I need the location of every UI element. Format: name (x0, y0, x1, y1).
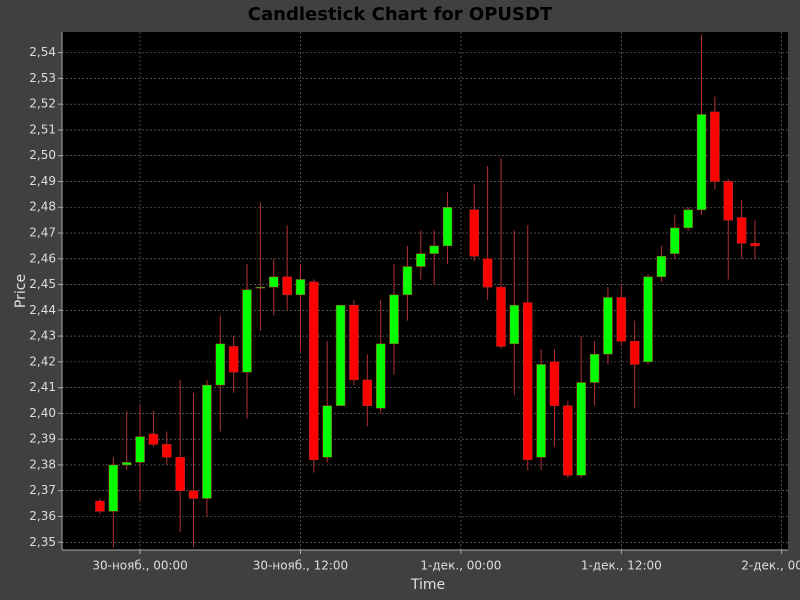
candle-body (108, 464, 119, 512)
candle-body (710, 111, 720, 182)
y-tick-label: 2,53 (29, 71, 56, 85)
candle-body (322, 405, 332, 458)
candle-body (563, 405, 573, 476)
y-tick-label: 2,41 (29, 380, 56, 394)
x-tick-label: 1-дек., 00:00 (420, 559, 501, 573)
candle-body (509, 304, 520, 345)
candle-body (442, 206, 453, 247)
y-tick-label: 2,45 (29, 277, 56, 291)
candle-body (268, 276, 279, 288)
y-tick-label: 2,49 (29, 174, 56, 188)
x-tick-label: 2-дек., 00:00 (741, 559, 800, 573)
candle-body (696, 114, 707, 211)
candle-body (750, 243, 760, 247)
candle-body (736, 217, 747, 244)
y-tick-label: 2,51 (29, 122, 56, 136)
x-tick-label: 30-нояб., 12:00 (253, 559, 348, 573)
candle-body (402, 266, 413, 296)
y-tick-label: 2,37 (29, 483, 56, 497)
x-axis-label: Time (410, 577, 445, 593)
y-tick-label: 2,50 (29, 148, 56, 162)
y-tick-label: 2,43 (29, 329, 56, 343)
y-tick-label: 2,46 (29, 251, 56, 265)
candle-body (416, 253, 426, 267)
candle-body (282, 276, 292, 296)
candle-body (148, 433, 159, 445)
candle-body (603, 297, 613, 355)
plot-area (62, 32, 788, 550)
candle-body (670, 227, 680, 254)
candle-body (309, 281, 319, 461)
candle-body (215, 343, 226, 386)
candle-body (643, 276, 653, 363)
y-tick-label: 2,48 (29, 200, 56, 214)
x-tick-label: 30-нояб., 00:00 (92, 559, 187, 573)
candle-body (683, 209, 693, 229)
y-tick-label: 2,52 (29, 97, 56, 111)
y-tick-label: 2,42 (29, 354, 56, 368)
y-tick-label: 2,36 (29, 509, 56, 523)
y-tick-label: 2,54 (29, 45, 56, 59)
candle-body (656, 255, 667, 278)
candle-body (95, 500, 105, 512)
candle-body (255, 286, 266, 289)
candle-body (536, 364, 546, 458)
y-tick-label: 2,47 (29, 226, 56, 240)
chart-title: Candlestick Chart for OPUSDT (248, 4, 553, 25)
candle-body (629, 341, 640, 365)
x-tick-label: 1-дек., 12:00 (581, 559, 662, 573)
candle-body (589, 353, 600, 383)
candle-body (349, 304, 359, 381)
y-tick-label: 2,39 (29, 432, 56, 446)
y-tick-label: 2,38 (29, 457, 56, 471)
candle-body (202, 384, 212, 499)
candle-body (429, 245, 439, 254)
candle-body (175, 456, 185, 491)
candle-body (295, 279, 306, 296)
candle-body (482, 258, 493, 288)
candle-body (469, 209, 480, 257)
candle-body (135, 436, 145, 463)
y-axis-label: Price (13, 274, 29, 308)
candle-body (616, 297, 627, 342)
candle-body (162, 444, 172, 458)
y-tick-label: 2,44 (29, 303, 56, 317)
candle-body (576, 382, 586, 476)
candle-body (362, 379, 373, 406)
candle-body (335, 304, 346, 406)
y-tick-label: 2,40 (29, 406, 56, 420)
candle-body (389, 294, 399, 345)
candle-body (496, 286, 506, 347)
candle-body (121, 462, 132, 466)
candle-body (549, 361, 560, 406)
candle-body (242, 289, 252, 373)
y-tick-label: 2,35 (29, 535, 56, 549)
candle-body (522, 302, 533, 461)
candle-body (188, 490, 199, 499)
candle-body (723, 181, 733, 221)
candle-body (375, 343, 386, 409)
candle-body (228, 346, 239, 373)
